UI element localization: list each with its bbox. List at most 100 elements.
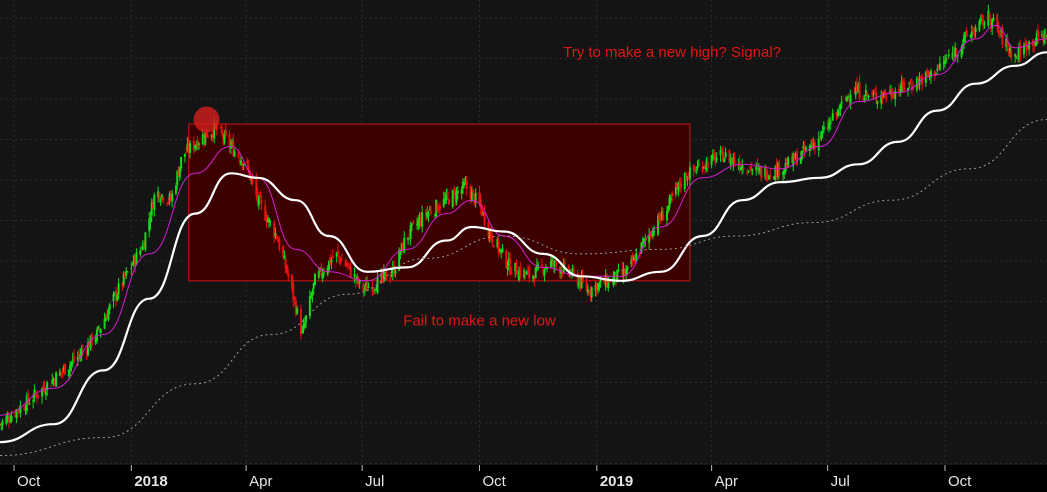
candle-down	[291, 274, 294, 288]
candle-down	[796, 152, 799, 165]
candle-up	[194, 145, 197, 149]
candle-down	[203, 138, 206, 142]
candle-down	[430, 212, 433, 214]
candle-up	[41, 388, 44, 397]
candle-down	[576, 273, 579, 286]
candle-up	[821, 130, 824, 132]
candle-up	[353, 274, 356, 277]
moving-average-long-ma	[0, 119, 1047, 456]
candle-down	[658, 213, 661, 221]
candle-up	[373, 289, 376, 291]
candle-down	[81, 350, 84, 352]
candle-down	[389, 278, 392, 280]
candle-down	[713, 152, 716, 156]
candle-down	[998, 33, 1001, 35]
annotation-1: Try to make a new high? Signal?	[563, 44, 781, 61]
candle-down	[589, 291, 592, 295]
candle-up	[688, 167, 691, 179]
candle-down	[760, 165, 763, 179]
candle-up	[375, 289, 378, 291]
candle-down	[228, 134, 231, 148]
candle-up	[400, 243, 403, 252]
candle-up	[117, 283, 120, 295]
candle-up	[719, 150, 722, 156]
candle-down	[452, 189, 455, 191]
candle-down	[1007, 48, 1010, 51]
candle-up	[657, 215, 660, 235]
candle-up	[326, 267, 329, 275]
candle-down	[408, 235, 411, 237]
candle-up	[686, 178, 689, 180]
candle-up	[269, 221, 272, 223]
candle-up	[702, 167, 705, 169]
candle-up	[197, 143, 200, 145]
candle-up	[1023, 44, 1026, 55]
candle-up	[1043, 30, 1046, 43]
candle-up	[99, 328, 102, 333]
candle-up	[867, 95, 870, 98]
candle-down	[742, 168, 745, 170]
moving-average-fast-ma	[0, 24, 1047, 416]
candle-up	[1015, 55, 1018, 57]
candle-down	[765, 168, 768, 180]
candle-up	[935, 73, 938, 75]
candle-down	[982, 19, 985, 27]
candle-down	[497, 240, 500, 253]
candle-up	[838, 112, 841, 114]
candle-up	[10, 415, 13, 421]
candle-up	[488, 231, 491, 239]
candle-up	[433, 214, 436, 216]
candle-up	[668, 197, 671, 208]
candle-down	[277, 240, 280, 242]
candle-down	[339, 258, 342, 264]
candle-down	[714, 154, 717, 164]
candle-up	[498, 249, 501, 252]
x-tick-label: Apr	[249, 473, 272, 490]
candle-up	[580, 277, 583, 288]
candle-down	[278, 238, 281, 249]
candle-down	[988, 13, 991, 19]
annotation-2: Fail to make a new low	[403, 313, 556, 330]
candle-up	[213, 122, 216, 139]
candle-up	[551, 259, 554, 264]
candle-up	[15, 409, 18, 418]
candle-down	[1019, 44, 1022, 58]
candle-up	[695, 171, 698, 173]
candle-down	[329, 257, 332, 264]
candle-up	[991, 19, 994, 29]
candle-up	[978, 21, 981, 31]
candle-up	[5, 416, 8, 424]
candle-down	[192, 140, 195, 150]
candle-up	[889, 90, 892, 94]
candle-up	[947, 54, 950, 56]
candle-down	[997, 27, 1000, 34]
candle-up	[532, 275, 535, 279]
candle-up	[857, 84, 860, 93]
candle-up	[729, 158, 732, 166]
candle-up	[849, 95, 852, 103]
candle-down	[85, 351, 88, 353]
candle-up	[445, 193, 448, 201]
candle-up	[799, 157, 802, 164]
candle-up	[160, 194, 163, 198]
candle-up	[577, 280, 580, 288]
candle-up	[804, 147, 807, 150]
candle-up	[894, 91, 897, 100]
candle-up	[641, 241, 644, 244]
candle-up	[33, 389, 36, 398]
candle-up	[97, 326, 100, 330]
x-tick-label: Jul	[365, 473, 384, 490]
candle-up	[382, 271, 385, 280]
x-tick-label: Oct	[948, 473, 972, 490]
candle-up	[597, 283, 600, 290]
candle-down	[567, 265, 570, 274]
candle-up	[776, 163, 779, 178]
candle-up	[774, 166, 777, 180]
candle-up	[365, 282, 368, 287]
candle-down	[285, 265, 288, 273]
candle-up	[974, 27, 977, 33]
candle-down	[385, 270, 388, 280]
candle-down	[614, 274, 617, 281]
candle-down	[704, 165, 707, 168]
candle-down	[371, 286, 374, 292]
